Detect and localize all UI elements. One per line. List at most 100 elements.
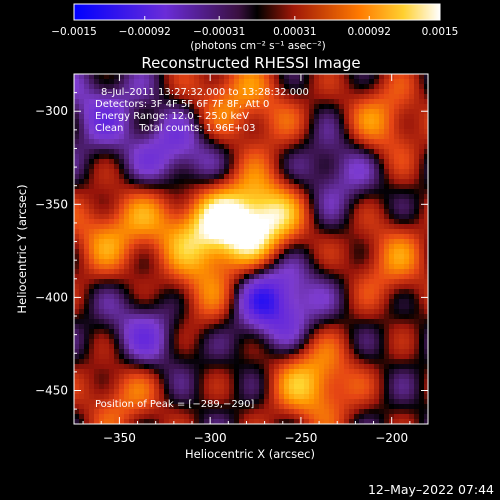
heatmap-cell [169, 79, 175, 85]
heatmap-cell [214, 124, 220, 130]
heatmap-cell [184, 204, 190, 210]
heatmap-cell [339, 364, 345, 370]
heatmap-cell [339, 179, 345, 185]
heatmap-cell [154, 109, 160, 115]
heatmap-cell [424, 304, 428, 310]
heatmap-cell [379, 84, 385, 90]
heatmap-cell [404, 119, 410, 125]
heatmap-cell [349, 399, 355, 405]
heatmap-cell [229, 239, 235, 245]
heatmap-cell [269, 224, 275, 230]
heatmap-cell [99, 244, 105, 250]
heatmap-cell [274, 399, 280, 405]
heatmap-cell [149, 149, 155, 155]
heatmap-cell [129, 224, 135, 230]
heatmap-cell [249, 174, 255, 180]
heatmap-cell [314, 384, 320, 390]
heatmap-cell [164, 209, 170, 215]
heatmap-cell [319, 214, 325, 220]
heatmap-cell [284, 374, 290, 380]
heatmap-cell [89, 149, 95, 155]
heatmap-cell [209, 249, 215, 255]
heatmap-cell [154, 284, 160, 290]
heatmap-cell [404, 409, 410, 415]
heatmap-cell [119, 114, 125, 120]
heatmap-cell [334, 279, 340, 285]
heatmap-cell [214, 154, 220, 160]
heatmap-cell [329, 109, 335, 115]
heatmap-cell [329, 179, 335, 185]
heatmap-cell [229, 304, 235, 310]
heatmap-cell [274, 384, 280, 390]
heatmap-cell [304, 259, 310, 265]
heatmap-cell [209, 289, 215, 295]
heatmap-cell [264, 364, 270, 370]
heatmap-cell [94, 239, 100, 245]
heatmap-cell [209, 174, 215, 180]
heatmap-cell [139, 184, 145, 190]
heatmap-cell [374, 184, 380, 190]
heatmap-cell [124, 329, 130, 335]
heatmap-cell [359, 284, 365, 290]
heatmap-cell [79, 404, 85, 410]
heatmap-cell [384, 104, 390, 110]
heatmap-cell [254, 249, 260, 255]
heatmap-cell [389, 274, 395, 280]
heatmap-cell [169, 134, 175, 140]
heatmap-cell [414, 184, 420, 190]
heatmap-cell [74, 289, 80, 295]
heatmap-cell [104, 384, 110, 390]
heatmap-cell [269, 374, 275, 380]
heatmap-cell [289, 169, 295, 175]
heatmap-cell [334, 194, 340, 200]
heatmap-cell [339, 284, 345, 290]
heatmap-cell [119, 324, 125, 330]
heatmap-cell [394, 74, 400, 80]
heatmap-cell [419, 104, 425, 110]
heatmap-cell [184, 299, 190, 305]
heatmap-cell [374, 174, 380, 180]
heatmap-cell [174, 94, 180, 100]
heatmap-cell [159, 214, 165, 220]
heatmap-cell [244, 154, 250, 160]
heatmap-cell [399, 114, 405, 120]
heatmap-cell [219, 189, 225, 195]
heatmap-cell [124, 309, 130, 315]
heatmap-cell [324, 329, 330, 335]
heatmap-cell [414, 374, 420, 380]
heatmap-cell [74, 114, 80, 120]
heatmap-cell [339, 159, 345, 165]
heatmap-cell [224, 344, 230, 350]
heatmap-cell [364, 234, 370, 240]
heatmap-cell [184, 404, 190, 410]
heatmap-cell [169, 349, 175, 355]
heatmap-cell [184, 309, 190, 315]
heatmap-cell [369, 89, 375, 95]
heatmap-cell [299, 394, 305, 400]
heatmap-cell [74, 134, 80, 140]
heatmap-cell [134, 299, 140, 305]
heatmap-cell [164, 284, 170, 290]
heatmap-cell [254, 264, 260, 270]
heatmap-cell [314, 279, 320, 285]
heatmap-cell [224, 154, 230, 160]
heatmap-cell [384, 149, 390, 155]
heatmap-cell [194, 369, 200, 375]
heatmap-cell [319, 234, 325, 240]
heatmap-cell [129, 374, 135, 380]
heatmap-cell [114, 124, 120, 130]
heatmap-cell [169, 189, 175, 195]
heatmap-cell [164, 94, 170, 100]
heatmap-cell [359, 319, 365, 325]
heatmap-cell [364, 89, 370, 95]
heatmap-cell [229, 274, 235, 280]
heatmap-cell [344, 114, 350, 120]
heatmap-cell [79, 164, 85, 170]
heatmap-cell [99, 319, 105, 325]
heatmap-cell [94, 169, 100, 175]
heatmap-cell [159, 94, 165, 100]
heatmap-cell [389, 319, 395, 325]
heatmap-cell [134, 309, 140, 315]
heatmap-cell [124, 204, 130, 210]
heatmap-cell [129, 234, 135, 240]
